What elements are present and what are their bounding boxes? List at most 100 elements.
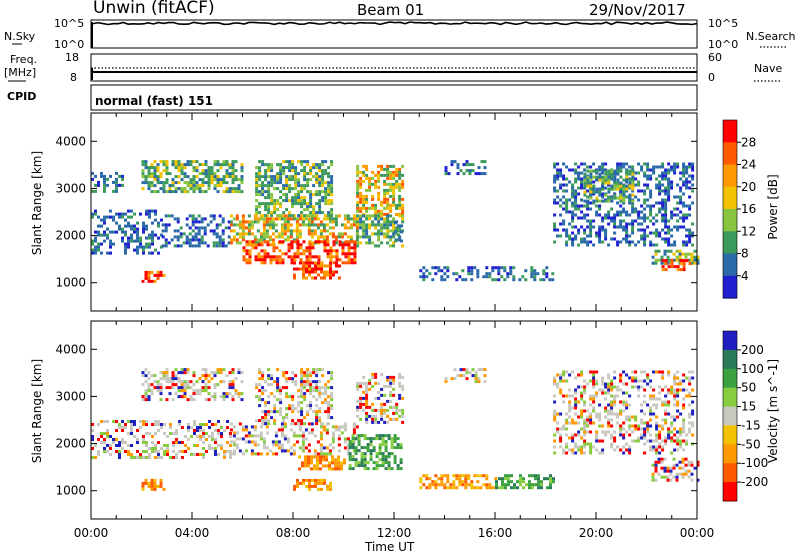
colorbar-tick-label: -100 xyxy=(741,456,768,470)
range-time-cell xyxy=(250,440,254,444)
range-time-cell xyxy=(398,408,402,412)
range-time-cell xyxy=(586,421,590,425)
range-time-cell xyxy=(592,370,596,374)
range-time-cell xyxy=(392,378,396,382)
range-time-cell xyxy=(213,175,217,179)
range-time-cell xyxy=(622,400,626,404)
range-time-cell xyxy=(562,222,566,226)
range-time-cell xyxy=(571,451,575,455)
y-tick-label: 3000 xyxy=(55,389,86,403)
range-time-cell xyxy=(685,171,689,175)
range-time-cell xyxy=(267,413,271,417)
range-time-cell xyxy=(261,410,265,414)
range-time-cell xyxy=(652,388,656,392)
range-time-cell xyxy=(265,217,269,221)
range-time-cell xyxy=(562,219,566,223)
colorbar-tick-label: 12 xyxy=(741,224,756,238)
range-time-cell xyxy=(592,445,596,449)
range-time-cell xyxy=(604,186,608,190)
range-time-cell xyxy=(378,458,382,462)
range-time-cell xyxy=(568,222,572,226)
range-time-cell xyxy=(171,383,175,387)
range-time-cell xyxy=(607,169,611,173)
range-time-cell xyxy=(322,226,326,230)
range-time-cell xyxy=(222,178,226,182)
range-time-cell xyxy=(667,231,671,235)
range-time-cell xyxy=(343,226,347,230)
range-time-cell xyxy=(446,269,450,273)
range-time-cell xyxy=(303,178,307,182)
range-time-cell xyxy=(315,368,319,372)
range-time-cell xyxy=(383,384,387,388)
range-time-cell xyxy=(359,402,363,406)
range-time-cell xyxy=(565,198,569,202)
range-time-cell xyxy=(139,426,142,429)
range-time-cell xyxy=(637,210,641,214)
range-time-cell xyxy=(282,187,286,191)
range-time-cell xyxy=(359,220,363,224)
range-time-cell xyxy=(106,429,109,432)
range-time-cell xyxy=(372,446,376,450)
range-time-cell xyxy=(154,456,157,459)
range-time-cell xyxy=(562,427,566,431)
range-time-cell xyxy=(180,172,184,176)
range-time-cell xyxy=(483,172,487,176)
range-time-cell xyxy=(247,214,251,218)
range-time-cell xyxy=(574,180,578,184)
range-time-cell xyxy=(204,389,208,393)
range-time-cell xyxy=(194,220,198,224)
range-time-cell xyxy=(431,266,435,270)
range-time-cell xyxy=(297,419,301,423)
range-time-cell xyxy=(676,225,680,229)
range-time-cell xyxy=(331,467,334,471)
range-time-cell xyxy=(676,268,680,272)
range-time-cell xyxy=(130,224,133,228)
range-time-cell xyxy=(398,414,402,418)
range-time-cell xyxy=(583,178,587,182)
range-time-cell xyxy=(338,264,341,268)
range-time-cell xyxy=(688,204,692,208)
range-time-cell xyxy=(565,379,569,383)
range-time-cell xyxy=(144,166,148,170)
range-time-cell xyxy=(316,217,320,221)
range-time-cell xyxy=(365,197,369,201)
range-time-cell xyxy=(124,218,127,222)
range-time-cell xyxy=(192,383,196,387)
range-time-cell xyxy=(94,230,97,234)
range-time-cell xyxy=(610,433,614,437)
range-time-cell xyxy=(401,375,405,379)
range-time-cell xyxy=(121,230,124,234)
range-time-cell xyxy=(189,163,193,167)
range-time-cell xyxy=(577,165,581,169)
range-time-cell xyxy=(522,477,525,481)
range-time-cell xyxy=(318,163,322,167)
range-time-cell xyxy=(398,229,402,233)
range-time-cell xyxy=(241,217,245,221)
range-time-cell xyxy=(670,421,674,425)
range-time-cell xyxy=(583,216,587,220)
range-time-cell xyxy=(497,272,501,276)
range-time-cell xyxy=(194,232,198,236)
range-time-cell xyxy=(676,394,680,398)
range-time-cell xyxy=(362,203,366,207)
range-time-cell xyxy=(312,380,316,384)
range-time-cell xyxy=(691,174,695,178)
range-time-cell xyxy=(610,424,614,428)
range-time-cell xyxy=(309,374,313,378)
range-time-cell xyxy=(577,415,581,419)
range-time-cell xyxy=(536,272,540,276)
range-time-cell xyxy=(255,175,259,179)
range-time-cell xyxy=(604,231,608,235)
range-time-cell xyxy=(343,428,347,432)
range-time-cell xyxy=(150,374,154,378)
range-time-cell xyxy=(127,450,130,453)
range-time-cell xyxy=(222,190,226,194)
range-time-cell xyxy=(387,437,391,441)
range-time-cell xyxy=(658,186,662,190)
range-time-cell xyxy=(377,238,381,242)
range-time-cell xyxy=(646,204,650,208)
range-time-cell xyxy=(384,461,388,465)
range-time-cell xyxy=(321,163,325,167)
range-time-cell xyxy=(507,480,510,484)
colorbar-segment xyxy=(723,387,737,408)
